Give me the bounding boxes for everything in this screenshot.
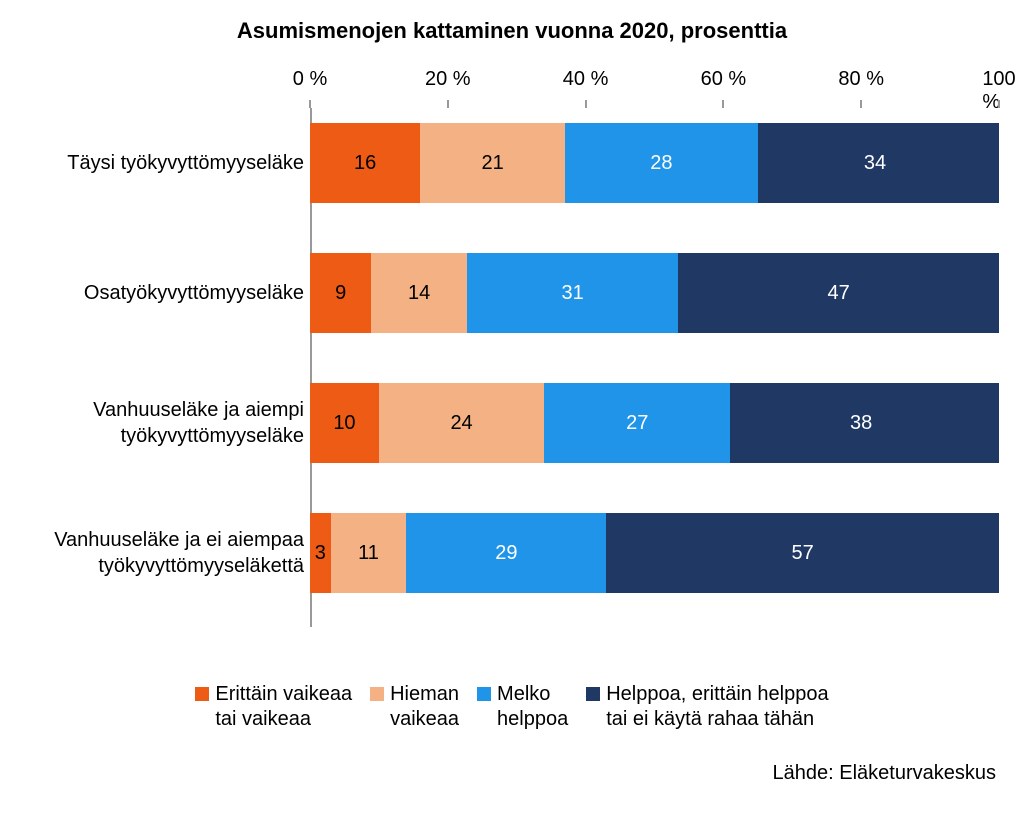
legend-swatch — [477, 687, 491, 701]
x-axis-tick-label: 40 % — [563, 68, 609, 91]
chart-container: Asumismenojen kattaminen vuonna 2020, pr… — [0, 0, 1024, 817]
bar-segment: 28 — [565, 123, 758, 203]
x-axis-tick — [998, 100, 1000, 108]
bar-segment: 47 — [678, 253, 999, 333]
legend-swatch — [195, 687, 209, 701]
plot-area: 16212834 9143147 10242738 3112957 — [310, 108, 999, 627]
bar-segment: 16 — [310, 123, 420, 203]
bar-segment: 57 — [606, 513, 999, 593]
bar-segment: 10 — [310, 383, 379, 463]
bar-row: 3112957 — [310, 513, 999, 593]
x-axis-tick — [585, 100, 587, 108]
bar-row: 16212834 — [310, 123, 999, 203]
bar-segment: 38 — [730, 383, 992, 463]
bar-segment: 34 — [758, 123, 992, 203]
legend-text: Hiemanvaikeaa — [390, 682, 459, 732]
legend-item: Melkohelppoa — [477, 682, 568, 732]
legend-swatch — [586, 687, 600, 701]
x-axis-tick-label: 0 % — [293, 68, 327, 91]
legend-swatch — [370, 687, 384, 701]
bar-segment: 31 — [467, 253, 678, 333]
x-axis-tick-label: 20 % — [425, 68, 471, 91]
x-axis-tick — [447, 100, 449, 108]
x-axis-tick — [309, 100, 311, 108]
x-axis-tick — [860, 100, 862, 108]
bar-segment: 9 — [310, 253, 371, 333]
bar-segment: 29 — [406, 513, 606, 593]
bar-segment: 27 — [544, 383, 730, 463]
legend: Erittäin vaikeaatai vaikeaa Hiemanvaikeaa… — [0, 682, 1024, 732]
legend-text: Erittäin vaikeaatai vaikeaa — [215, 682, 352, 732]
source-text: Lähde: Eläketurvakeskus — [773, 762, 996, 785]
bar-segment: 14 — [371, 253, 467, 333]
bar-segment: 21 — [420, 123, 565, 203]
legend-item: Helppoa, erittäin helppoatai ei käytä ra… — [586, 682, 828, 732]
category-label: Osatyökyvyttömyyseläke — [84, 280, 304, 306]
x-axis-labels: 0 %20 %40 %60 %80 %100 % — [310, 68, 999, 98]
legend-text: Melkohelppoa — [497, 682, 568, 732]
category-label: Vanhuuseläke ja ei aiempaatyökyvyttömyys… — [54, 527, 304, 579]
chart-title: Asumismenojen kattaminen vuonna 2020, pr… — [0, 18, 1024, 44]
category-label: Vanhuuseläke ja aiempityökyvyttömyyseläk… — [93, 397, 304, 449]
bar-segment: 3 — [310, 513, 331, 593]
x-axis-tick-label: 60 % — [701, 68, 747, 91]
category-label: Täysi työkyvyttömyyseläke — [67, 150, 304, 176]
bar-segment: 24 — [379, 383, 544, 463]
bar-row: 9143147 — [310, 253, 999, 333]
bar-row: 10242738 — [310, 383, 999, 463]
x-axis-tick — [722, 100, 724, 108]
legend-item: Hiemanvaikeaa — [370, 682, 459, 732]
legend-item: Erittäin vaikeaatai vaikeaa — [195, 682, 352, 732]
bar-segment: 11 — [331, 513, 407, 593]
x-axis-tick-label: 80 % — [838, 68, 884, 91]
legend-text: Helppoa, erittäin helppoatai ei käytä ra… — [606, 682, 828, 732]
